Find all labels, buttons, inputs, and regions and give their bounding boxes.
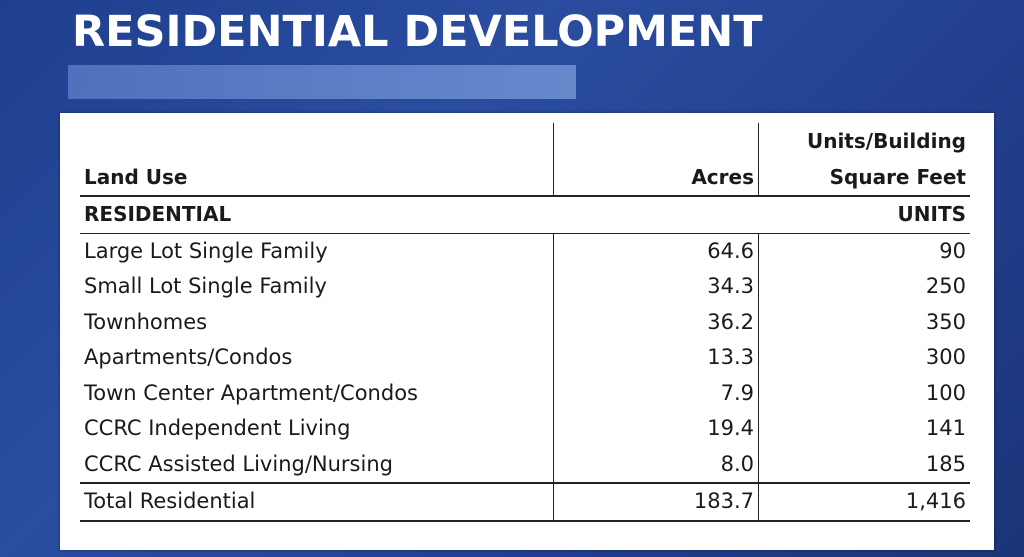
- total-units: 1,416: [758, 482, 970, 522]
- header-acres: Acres: [553, 123, 759, 197]
- row-acres: 36.2: [553, 304, 759, 340]
- row-acres: 64.6: [553, 233, 759, 269]
- row-land-use: CCRC Independent Living: [80, 411, 554, 447]
- row-units: 250: [925, 274, 966, 299]
- table-row: Large Lot Single Family 64.6 90: [80, 233, 970, 269]
- row-land-use: Apartments/Condos: [80, 340, 554, 376]
- row-units: 350: [925, 309, 966, 334]
- row-units: 185: [925, 451, 966, 476]
- table-row: Small Lot Single Family 34.3 250: [80, 269, 970, 305]
- section-label: RESIDENTIAL: [80, 196, 554, 234]
- table-row: Town Center Apartment/Condos 7.9 100: [80, 375, 970, 411]
- total-acres: 183.7: [553, 482, 759, 522]
- row-land-use: Townhomes: [80, 304, 554, 340]
- table-header-row: Land Use Acres Units/Building Square Fee…: [80, 123, 970, 197]
- row-units: 141: [925, 416, 966, 441]
- section-row: RESIDENTIAL UNITS: [80, 196, 970, 234]
- row-land-use: CCRC Assisted Living/Nursing: [80, 446, 554, 483]
- section-acres-cell: [553, 196, 759, 234]
- header-units: Units/Building Square Feet: [758, 123, 970, 197]
- row-acres: 13.3: [553, 340, 759, 376]
- header-units-line2: Square Feet: [829, 165, 966, 189]
- total-row: Total Residential 183.7 1,416: [80, 482, 970, 522]
- section-units-label: UNITS: [758, 196, 970, 234]
- row-units: 300: [925, 345, 966, 370]
- title-accent-bar: [68, 65, 576, 99]
- row-land-use: Large Lot Single Family: [80, 233, 554, 269]
- header-land-use: Land Use: [80, 123, 554, 197]
- table-row: CCRC Independent Living 19.4 141: [80, 411, 970, 447]
- row-acres: 7.9: [553, 375, 759, 411]
- row-acres: 19.4: [553, 411, 759, 447]
- header-units-line1: Units/Building: [806, 129, 966, 153]
- row-acres: 8.0: [553, 446, 759, 483]
- row-land-use: Town Center Apartment/Condos: [80, 375, 554, 411]
- row-acres: 34.3: [553, 269, 759, 305]
- table-row: Townhomes 36.2 350: [80, 304, 970, 340]
- total-land-use: Total Residential: [80, 482, 554, 522]
- row-units: 90: [939, 238, 966, 263]
- table-row: Apartments/Condos 13.3 300: [80, 340, 970, 376]
- row-land-use: Small Lot Single Family: [80, 269, 554, 305]
- table-panel: Land Use Acres Units/Building Square Fee…: [60, 113, 994, 550]
- row-units: 100: [925, 380, 966, 405]
- slide-title: RESIDENTIAL DEVELOPMENT: [72, 7, 763, 57]
- land-use-table: Land Use Acres Units/Building Square Fee…: [80, 123, 970, 522]
- table-row: CCRC Assisted Living/Nursing 8.0 185: [80, 446, 970, 483]
